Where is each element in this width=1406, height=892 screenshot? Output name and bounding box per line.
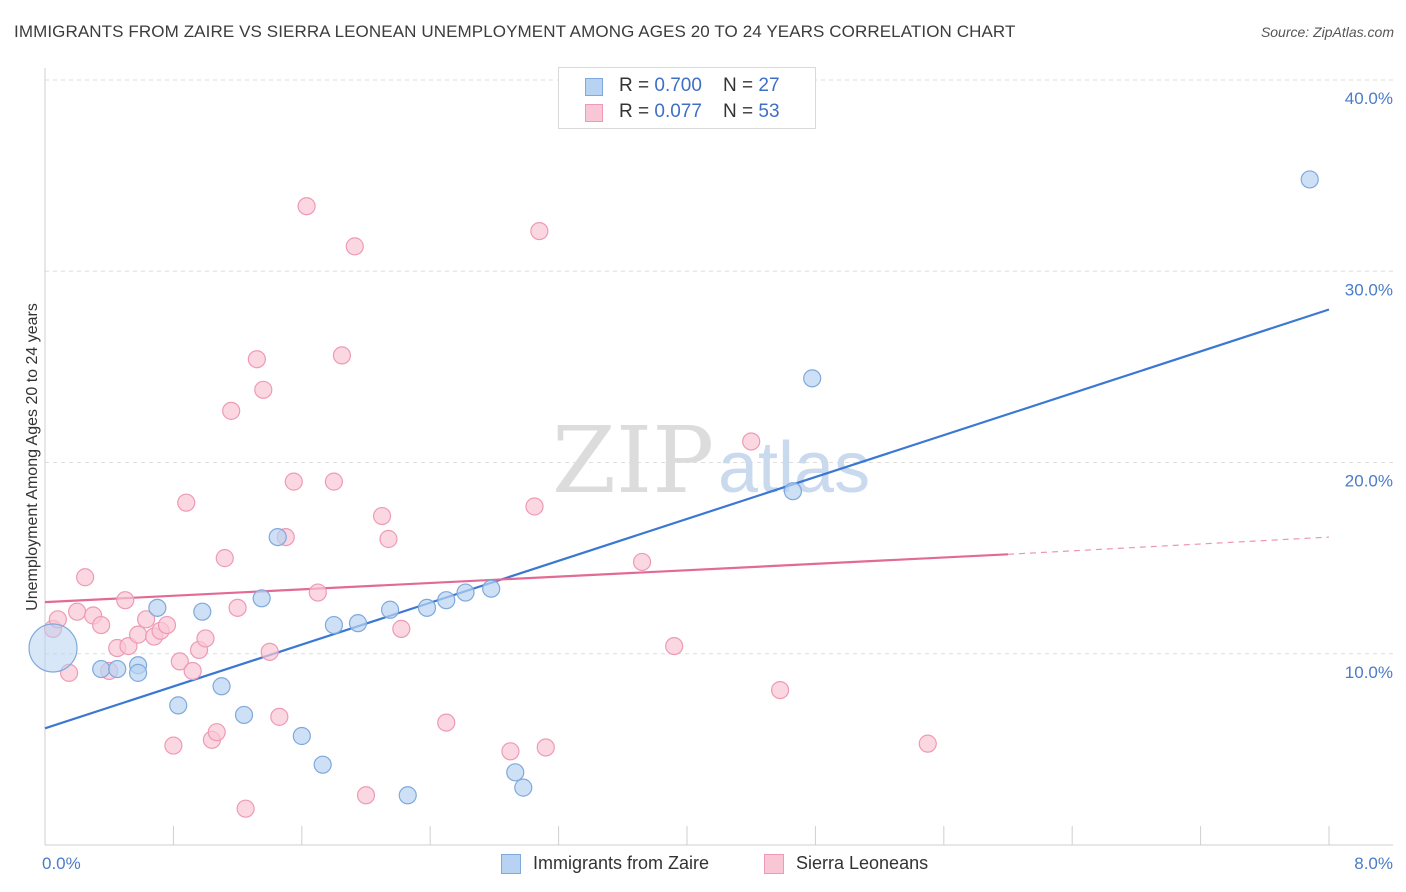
trend-lines xyxy=(44,308,1330,730)
point-sierra-18 xyxy=(177,493,196,512)
point-sierra-50 xyxy=(742,432,761,451)
point-sierra-34 xyxy=(297,197,316,216)
point-zaire-18 xyxy=(417,598,437,617)
point-sierra-15 xyxy=(157,615,177,635)
point-zaire-1 xyxy=(92,659,111,679)
point-sierra-51 xyxy=(770,680,790,700)
point-zaire-23 xyxy=(514,778,533,797)
x-tick-label-0: 0.0% xyxy=(42,854,81,873)
point-zaire-4 xyxy=(128,663,148,682)
series-label-zaire: Immigrants from Zaire xyxy=(533,853,710,873)
point-zaire-24 xyxy=(783,482,803,501)
series-swatch-zaire xyxy=(501,854,521,874)
point-zaire-15 xyxy=(348,614,368,633)
point-sierra-36 xyxy=(324,472,343,491)
point-zaire-8 xyxy=(212,677,231,696)
watermark-zip: ZIP xyxy=(552,407,714,514)
point-zaire-13 xyxy=(313,755,332,774)
point-sierra-42 xyxy=(392,619,411,638)
point-sierra-39 xyxy=(356,786,376,805)
trend-line-sierra xyxy=(44,553,1009,604)
point-zaire-21 xyxy=(482,579,501,598)
x-tick-label-1: 8.0% xyxy=(1354,854,1393,873)
point-sierra-3 xyxy=(67,602,87,621)
point-sierra-48 xyxy=(632,552,652,572)
x-ticks: 0.0% 8.0% xyxy=(42,826,1393,873)
point-zaire-7 xyxy=(193,602,212,621)
point-sierra-45 xyxy=(525,497,544,516)
y-tick-label-0: 10.0% xyxy=(1345,663,1393,682)
point-sierra-24 xyxy=(215,549,234,568)
point-zaire-16 xyxy=(380,600,400,619)
point-sierra-6 xyxy=(92,615,111,635)
source-label: Source: ZipAtlas.com xyxy=(1260,24,1394,40)
point-sierra-37 xyxy=(332,346,352,365)
point-sierra-46 xyxy=(530,221,549,241)
point-zaire-9 xyxy=(234,705,254,725)
point-zaire-2 xyxy=(108,659,127,679)
point-sierra-26 xyxy=(228,598,247,617)
point-zaire-25 xyxy=(803,369,822,388)
legend-swatch-zaire xyxy=(585,78,603,96)
point-sierra-27 xyxy=(236,799,255,818)
legend-text-zaire: R = 0.700 N = 27 xyxy=(619,75,780,96)
point-zaire-20 xyxy=(456,583,475,602)
point-sierra-40 xyxy=(372,506,392,526)
point-sierra-33 xyxy=(284,472,303,491)
point-sierra-31 xyxy=(270,707,289,726)
point-sierra-43 xyxy=(437,713,456,732)
y-tick-labels: 10.0% 20.0% 30.0% 40.0% xyxy=(1345,89,1393,682)
point-zaire-26 xyxy=(1300,170,1319,189)
point-sierra-38 xyxy=(345,237,364,256)
legend-swatch-sierra xyxy=(585,104,603,122)
point-zaire-17 xyxy=(398,786,417,805)
trend-line-zaire xyxy=(44,308,1330,730)
point-zaire-22 xyxy=(506,763,525,782)
y-tick-label-2: 30.0% xyxy=(1345,280,1393,299)
legend-text-sierra: R = 0.077 N = 53 xyxy=(619,101,780,122)
point-sierra-16 xyxy=(164,736,183,755)
point-sierra-21 xyxy=(196,629,215,648)
point-sierra-17 xyxy=(170,652,189,671)
point-sierra-52 xyxy=(918,734,937,753)
point-sierra-30 xyxy=(260,642,279,661)
point-sierra-11 xyxy=(128,625,148,644)
chart-title: IMMIGRANTS FROM ZAIRE VS SIERRA LEONEAN … xyxy=(14,22,1016,41)
point-zaire-6 xyxy=(169,696,188,715)
series-swatch-sierra xyxy=(764,854,784,874)
point-sierra-9 xyxy=(116,591,135,610)
point-sierra-4 xyxy=(76,568,95,587)
point-sierra-44 xyxy=(501,742,520,761)
y-tick-label-3: 40.0% xyxy=(1345,89,1393,108)
point-sierra-23 xyxy=(207,723,226,742)
point-sierra-49 xyxy=(665,636,684,656)
trend-line-sierra-extension xyxy=(1007,536,1330,555)
point-zaire-14 xyxy=(324,615,343,635)
series-label-sierra: Sierra Leoneans xyxy=(796,853,929,873)
point-zaire-11 xyxy=(268,527,287,547)
y-axis-label: Unemployment Among Ages 20 to 24 years xyxy=(24,303,41,611)
point-zaire-5 xyxy=(148,598,167,617)
point-sierra-47 xyxy=(536,738,555,757)
point-sierra-35 xyxy=(308,583,327,602)
point-sierra-25 xyxy=(222,401,241,420)
correlation-legend: R = 0.700 N = 27 R = 0.077 N = 53 xyxy=(558,67,816,129)
watermark: ZIP atlas xyxy=(552,407,870,514)
point-zaire-0 xyxy=(28,623,78,673)
data-points xyxy=(28,170,1319,818)
point-sierra-28 xyxy=(247,350,266,369)
axes xyxy=(44,68,1393,846)
point-zaire-19 xyxy=(437,591,456,610)
point-sierra-29 xyxy=(254,380,273,399)
point-zaire-10 xyxy=(252,589,271,608)
point-zaire-12 xyxy=(292,726,311,746)
point-sierra-19 xyxy=(183,661,202,681)
point-sierra-41 xyxy=(379,529,398,549)
y-tick-label-1: 20.0% xyxy=(1345,472,1393,491)
point-sierra-12 xyxy=(137,610,156,629)
